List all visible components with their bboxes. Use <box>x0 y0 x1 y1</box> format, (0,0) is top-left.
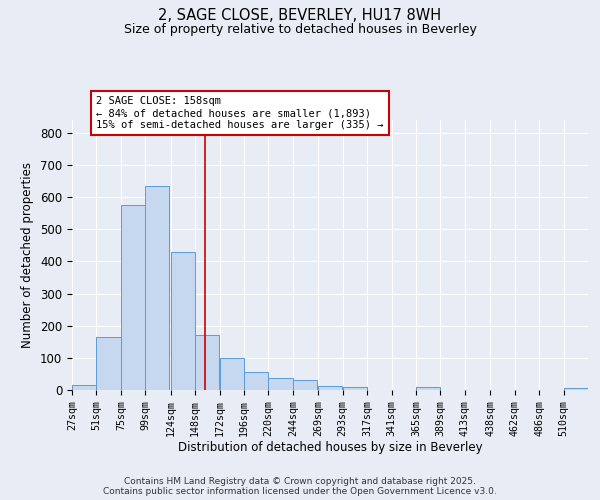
X-axis label: Distribution of detached houses by size in Beverley: Distribution of detached houses by size … <box>178 442 482 454</box>
Text: Contains HM Land Registry data © Crown copyright and database right 2025.: Contains HM Land Registry data © Crown c… <box>124 478 476 486</box>
Text: 2 SAGE CLOSE: 158sqm
← 84% of detached houses are smaller (1,893)
15% of semi-de: 2 SAGE CLOSE: 158sqm ← 84% of detached h… <box>97 96 384 130</box>
Bar <box>318 386 343 390</box>
Text: Size of property relative to detached houses in Beverley: Size of property relative to detached ho… <box>124 22 476 36</box>
Bar <box>244 372 268 390</box>
Text: 2, SAGE CLOSE, BEVERLEY, HU17 8WH: 2, SAGE CLOSE, BEVERLEY, HU17 8WH <box>158 8 442 22</box>
Bar <box>121 205 145 390</box>
Bar <box>72 385 96 390</box>
Bar <box>145 186 169 390</box>
Bar <box>195 336 219 390</box>
Bar <box>293 380 317 390</box>
Bar <box>97 337 121 390</box>
Bar <box>268 378 293 390</box>
Text: Contains public sector information licensed under the Open Government Licence v3: Contains public sector information licen… <box>103 488 497 496</box>
Y-axis label: Number of detached properties: Number of detached properties <box>22 162 34 348</box>
Bar <box>343 387 367 390</box>
Bar <box>563 388 587 390</box>
Bar <box>220 358 244 390</box>
Bar <box>171 252 195 390</box>
Bar <box>416 388 440 390</box>
